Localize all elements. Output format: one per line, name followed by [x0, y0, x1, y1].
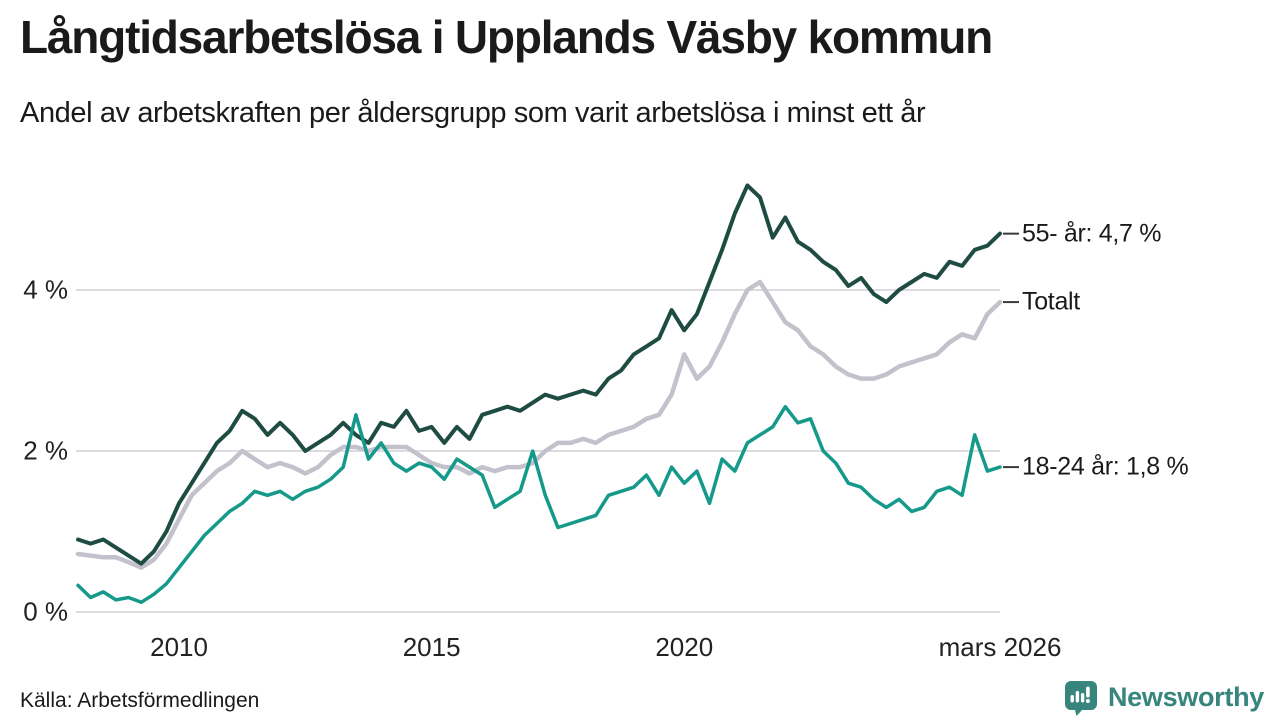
series-end-label-18-24år: 18-24 år: 1,8 % [1022, 452, 1189, 481]
x-tick-label: mars 2026 [938, 632, 1062, 662]
x-tick-label: 2010 [150, 632, 208, 662]
source-note: Källa: Arbetsförmedlingen [20, 689, 260, 712]
bar-chart-speech-bubble-icon [1064, 681, 1097, 716]
page-subtitle: Andel av arbetskraften per åldersgrupp s… [20, 97, 926, 129]
brand-wordmark: Newsworthy [1107, 681, 1264, 712]
series-line-Totalt [75, 279, 1003, 570]
x-tick-label: 2020 [655, 632, 714, 662]
y-tick-label: 0 % [23, 596, 68, 627]
series-end-label-Totalt: Totalt [1022, 287, 1080, 316]
page-title: Långtidsarbetslösa i Upplands Väsby komm… [20, 11, 993, 63]
y-tick-label: 4 % [23, 274, 68, 305]
series-line-18-24år [76, 404, 1002, 605]
y-tick-label: 2 % [23, 435, 68, 466]
series-line-55-år [76, 183, 1002, 566]
series-end-label-55-år: 55- år: 4,7 % [1022, 219, 1162, 248]
newsworthy-logo[interactable]: Newsworthy [1062, 678, 1264, 716]
x-tick-label: 2015 [402, 632, 461, 662]
